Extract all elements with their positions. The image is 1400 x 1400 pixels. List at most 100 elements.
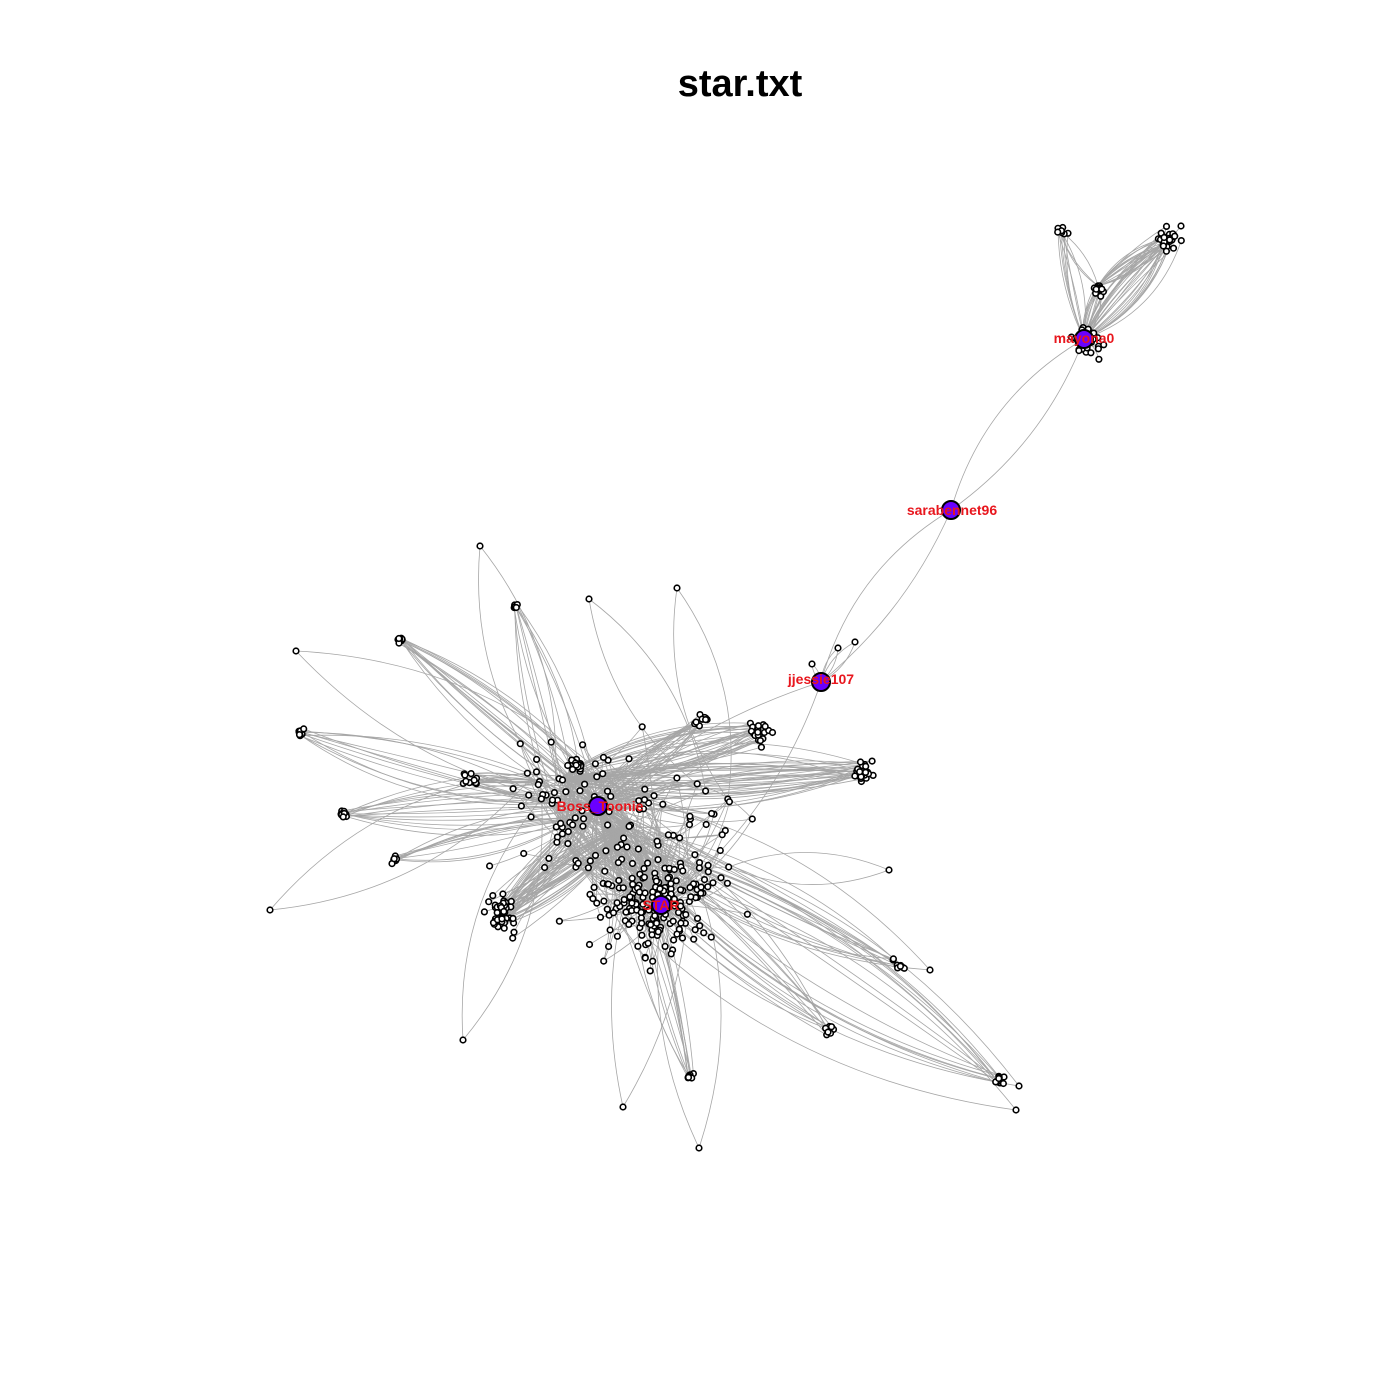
network-node	[620, 895, 628, 904]
network-node	[700, 875, 709, 884]
network-node	[578, 741, 587, 749]
edge	[513, 824, 631, 924]
network-node	[485, 898, 493, 906]
network-node	[590, 883, 598, 892]
network-node	[674, 908, 683, 917]
network-node	[605, 807, 613, 816]
network-node	[628, 859, 637, 868]
network-node	[1094, 345, 1102, 353]
hub-label-boss-toonie: Boss_Toonie	[557, 798, 644, 814]
hub-node-jjessie107[interactable]: jjessie107	[787, 671, 854, 692]
edge	[607, 824, 898, 966]
network-node	[596, 913, 605, 921]
network-node	[723, 879, 732, 887]
hub-label-star: STAR	[642, 897, 679, 913]
network-node	[1098, 285, 1106, 293]
network-node	[677, 919, 685, 927]
edge	[950, 338, 1085, 511]
edge	[626, 846, 997, 1083]
network-node	[576, 787, 584, 795]
network-node	[534, 780, 542, 789]
edge	[622, 777, 689, 1108]
network-node	[675, 834, 684, 842]
network-node	[638, 723, 646, 731]
network-node	[645, 906, 653, 914]
network-node	[523, 769, 532, 777]
network-node	[585, 595, 593, 603]
network-node	[644, 939, 652, 947]
network-node	[499, 890, 507, 898]
network-node	[500, 924, 508, 932]
edge	[660, 681, 822, 906]
edge	[299, 734, 553, 804]
network-node	[669, 917, 677, 925]
network-node	[756, 736, 765, 745]
network-node	[467, 769, 475, 778]
network-node	[603, 905, 611, 913]
network-node	[827, 1023, 836, 1031]
network-node	[600, 897, 608, 905]
edge	[575, 860, 1017, 1111]
network-node	[725, 863, 733, 871]
network-node	[300, 725, 308, 733]
network-node	[622, 908, 630, 916]
hub-node-boss-toonie[interactable]: Boss_Toonie	[557, 796, 644, 816]
network-node	[696, 922, 704, 930]
network-node	[693, 780, 701, 788]
network-node	[562, 788, 570, 796]
network-node	[1012, 1106, 1020, 1114]
edge	[607, 824, 904, 968]
hub-node-mayona0[interactable]: mayona0	[1054, 329, 1115, 349]
edge	[1083, 240, 1182, 340]
edge	[673, 587, 729, 800]
hub-node-sarabennet96[interactable]: sarabennet96	[907, 500, 997, 520]
network-node	[1166, 236, 1174, 244]
network-node	[579, 822, 587, 830]
network-node	[641, 785, 649, 793]
network-node	[682, 910, 690, 919]
network-node	[664, 831, 673, 839]
network-node	[586, 857, 594, 865]
edge	[479, 545, 557, 793]
edge	[478, 545, 555, 793]
edge	[512, 824, 631, 919]
network-node	[635, 805, 643, 814]
network-node	[509, 914, 517, 923]
edge	[559, 739, 759, 781]
hub-label-mayona0: mayona0	[1054, 330, 1115, 346]
edge	[595, 805, 646, 959]
hub-node-star[interactable]: STAR	[642, 895, 680, 915]
network-node	[532, 768, 541, 776]
edge	[395, 817, 576, 857]
network-node	[648, 931, 656, 939]
network-node	[553, 838, 561, 846]
network-node	[679, 867, 687, 875]
network-node	[995, 1074, 1003, 1083]
network-node	[564, 827, 572, 836]
hubs-layer: STAR Boss_Toonie jjessie107 sarabennet96…	[557, 329, 1115, 915]
network-node	[646, 967, 654, 975]
network-node	[604, 942, 613, 951]
edge	[597, 805, 693, 1079]
network-node	[761, 722, 769, 731]
network-node	[725, 798, 734, 806]
network-node	[999, 1079, 1008, 1088]
network-node	[625, 822, 633, 831]
network-node	[602, 847, 610, 855]
edge	[597, 739, 759, 807]
network-node	[525, 791, 533, 799]
network-node	[824, 1028, 832, 1036]
network-node	[650, 792, 658, 800]
network-node	[659, 800, 667, 808]
edge	[512, 824, 631, 939]
edge	[607, 824, 901, 966]
network-node	[868, 757, 876, 765]
edge	[299, 734, 553, 806]
network-node	[572, 761, 580, 769]
network-node	[591, 851, 600, 860]
edge	[635, 848, 690, 1077]
network-node	[709, 879, 717, 887]
network-node	[638, 919, 646, 927]
network-node	[1177, 237, 1185, 245]
network-node	[623, 843, 631, 851]
